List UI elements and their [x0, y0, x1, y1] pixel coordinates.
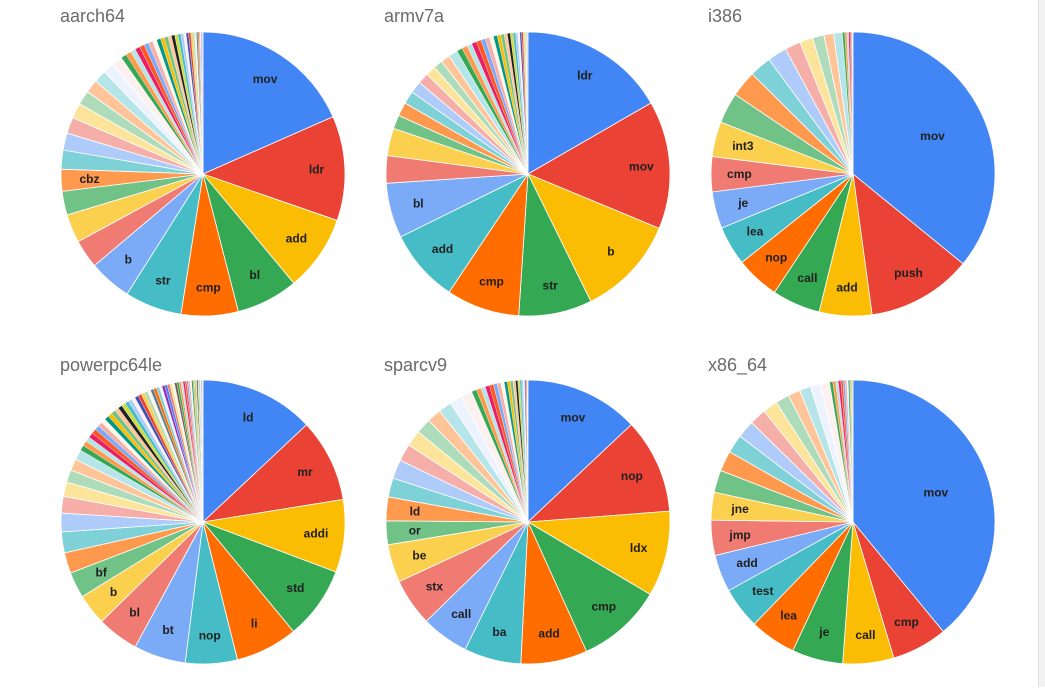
slice-label: li [251, 616, 258, 630]
pie-chart: ldr mov b str cmp add bl [384, 6, 714, 346]
slice-label: mov [920, 129, 945, 143]
slice-label: cmp [894, 615, 919, 629]
slice-label: call [797, 271, 817, 285]
slice-label: ld [410, 504, 421, 518]
slice-label: cmp [479, 275, 504, 289]
slice-label: jne [730, 502, 749, 516]
slice-label: mov [253, 72, 278, 86]
slice-label: or [409, 524, 421, 538]
slice-label: je [818, 625, 829, 639]
slice-label: str [155, 273, 171, 287]
slice-label: add [836, 280, 857, 294]
slice-label: ba [492, 625, 506, 639]
slice-label: bl [249, 268, 260, 282]
slice-label: int3 [732, 139, 754, 153]
slice-label: add [538, 627, 559, 641]
slice-label: str [543, 278, 559, 292]
slice-label: cbz [79, 172, 99, 186]
slice-label: add [432, 242, 453, 256]
slice-label: cmp [727, 167, 752, 181]
slice-label: bl [413, 196, 424, 210]
slice-label: mov [629, 160, 654, 174]
slice-label: bf [96, 566, 108, 580]
slice-label: b [110, 585, 117, 599]
slice-label: stx [426, 579, 444, 593]
pie-chart: mov ldr add bl cmp str b cbz [60, 6, 390, 346]
slice-label: lea [780, 609, 797, 623]
slice-label: add [736, 556, 757, 570]
slice-label: b [125, 253, 132, 267]
slice-label: ld [243, 411, 254, 425]
slice-label: nop [199, 628, 221, 642]
slice-label: mr [297, 465, 313, 479]
slice-label: lea [747, 225, 764, 239]
slice-label: ldr [309, 162, 325, 176]
slice-label: cmp [591, 600, 616, 614]
slice-label: add [286, 232, 307, 246]
slice-label: ldx [630, 541, 648, 555]
slice-label: bl [129, 606, 140, 620]
slice-label: mov [924, 485, 949, 499]
slice-label: push [894, 266, 923, 280]
slice-label: cmp [196, 281, 221, 295]
scrollbar[interactable] [1038, 0, 1045, 687]
slice-label: be [412, 548, 426, 562]
slice-label: bt [162, 623, 173, 637]
slice-label: je [737, 196, 748, 210]
slice-label: b [607, 245, 614, 259]
slice-label: call [855, 628, 875, 642]
slice-label: nop [621, 469, 643, 483]
slice-label: jmp [728, 528, 750, 542]
slice-label: nop [765, 251, 787, 265]
slice-label: mov [561, 411, 586, 425]
slice-label: test [752, 584, 773, 598]
slice-label: call [451, 607, 471, 621]
slice-label: std [286, 581, 304, 595]
slice-label: ldr [577, 69, 593, 83]
slice-label: addi [304, 526, 329, 540]
